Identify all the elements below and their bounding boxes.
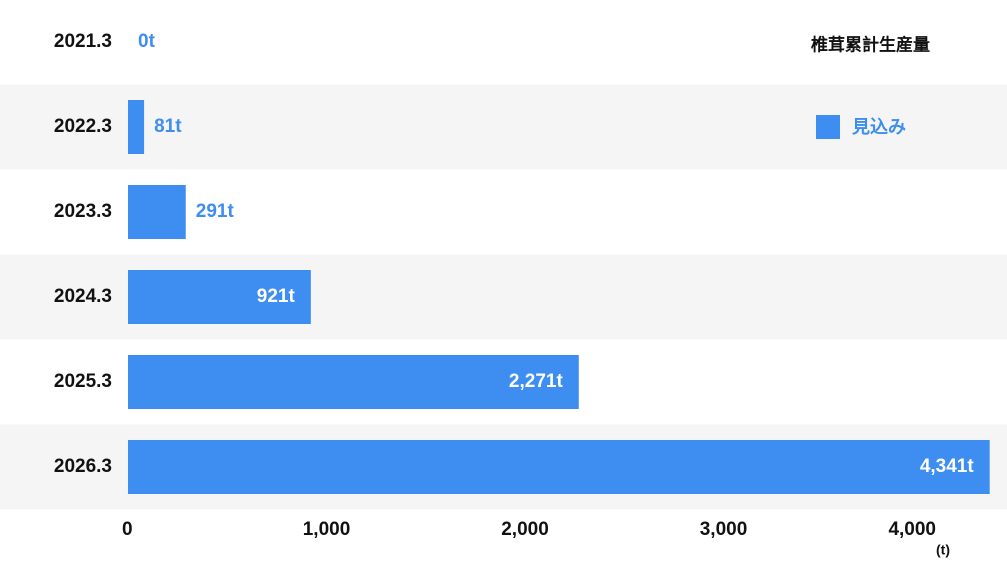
x-tick-label: 4,000	[888, 519, 936, 540]
y-tick-label: 2024.3	[54, 286, 112, 307]
y-tick-label: 2026.3	[54, 456, 112, 477]
value-label: 2,271t	[509, 371, 564, 392]
x-tick-label: 3,000	[700, 519, 748, 540]
bar	[128, 100, 145, 154]
x-tick-label: 1,000	[303, 519, 351, 540]
y-tick-label: 2025.3	[54, 371, 112, 392]
bar	[128, 185, 186, 239]
value-label: 81t	[154, 116, 182, 137]
value-label: 0t	[138, 31, 156, 52]
x-tick-label: 0	[122, 519, 133, 540]
legend-label: 見込み	[851, 117, 906, 137]
y-tick-label: 2023.3	[54, 201, 112, 222]
legend-swatch	[816, 115, 840, 139]
bar	[128, 355, 579, 409]
y-tick-label: 2021.3	[54, 31, 112, 52]
y-tick-label: 2022.3	[54, 116, 112, 137]
value-label: 291t	[196, 201, 235, 222]
value-label: 4,341t	[920, 456, 975, 477]
bar	[128, 270, 311, 324]
x-unit: (t)	[936, 542, 950, 558]
bar	[128, 440, 990, 494]
chart-title: 椎茸累計生産量	[810, 34, 930, 54]
x-tick-label: 2,000	[501, 519, 549, 540]
value-label: 921t	[257, 286, 296, 307]
